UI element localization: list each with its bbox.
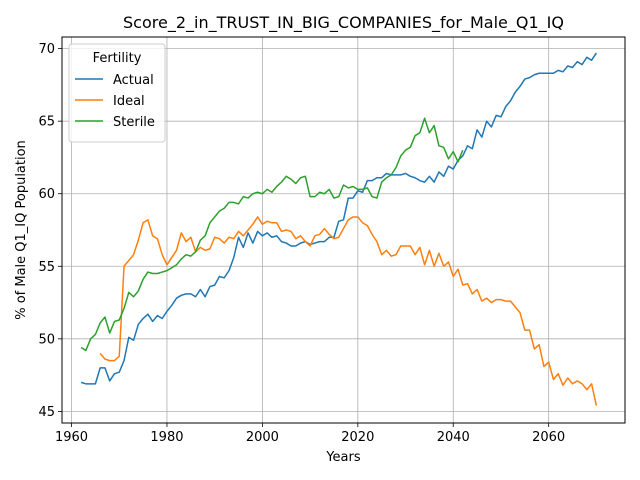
chart-title: Score_2_in_TRUST_IN_BIG_COMPANIES_for_Ma… — [123, 13, 564, 33]
y-tick-label: 70 — [38, 42, 55, 57]
x-tick-label: 2060 — [532, 430, 565, 445]
y-axis: 45 50 55 60 65 70 — [38, 42, 62, 420]
y-axis-title: % of Male Q1_IQ Population — [14, 140, 29, 320]
y-tick-label: 60 — [38, 187, 55, 202]
legend-label: Ideal — [113, 94, 145, 109]
x-axis: 1960 1980 2000 2020 2040 2060 — [55, 423, 565, 445]
x-tick-label: 2000 — [246, 430, 279, 445]
y-tick-label: 50 — [38, 332, 55, 347]
y-tick-label: 45 — [38, 405, 55, 420]
series-line-ideal — [99, 216, 598, 406]
series-line-actual — [80, 52, 597, 385]
legend-title: Fertility — [93, 51, 142, 66]
x-tick-label: 1960 — [55, 430, 88, 445]
x-tick-label: 1980 — [150, 430, 183, 445]
x-tick-label: 2040 — [437, 430, 470, 445]
legend: Fertility Actual Ideal Sterile — [68, 43, 166, 143]
legend-label: Actual — [113, 73, 154, 88]
x-tick-label: 2020 — [341, 430, 374, 445]
legend-label: Sterile — [113, 115, 155, 130]
series-line-sterile — [80, 117, 464, 352]
y-tick-label: 65 — [38, 115, 55, 130]
legend-box — [68, 43, 166, 143]
x-axis-title: Years — [325, 450, 361, 465]
series-layer — [80, 52, 598, 406]
y-tick-label: 55 — [38, 260, 55, 275]
plot-frame — [61, 36, 626, 424]
